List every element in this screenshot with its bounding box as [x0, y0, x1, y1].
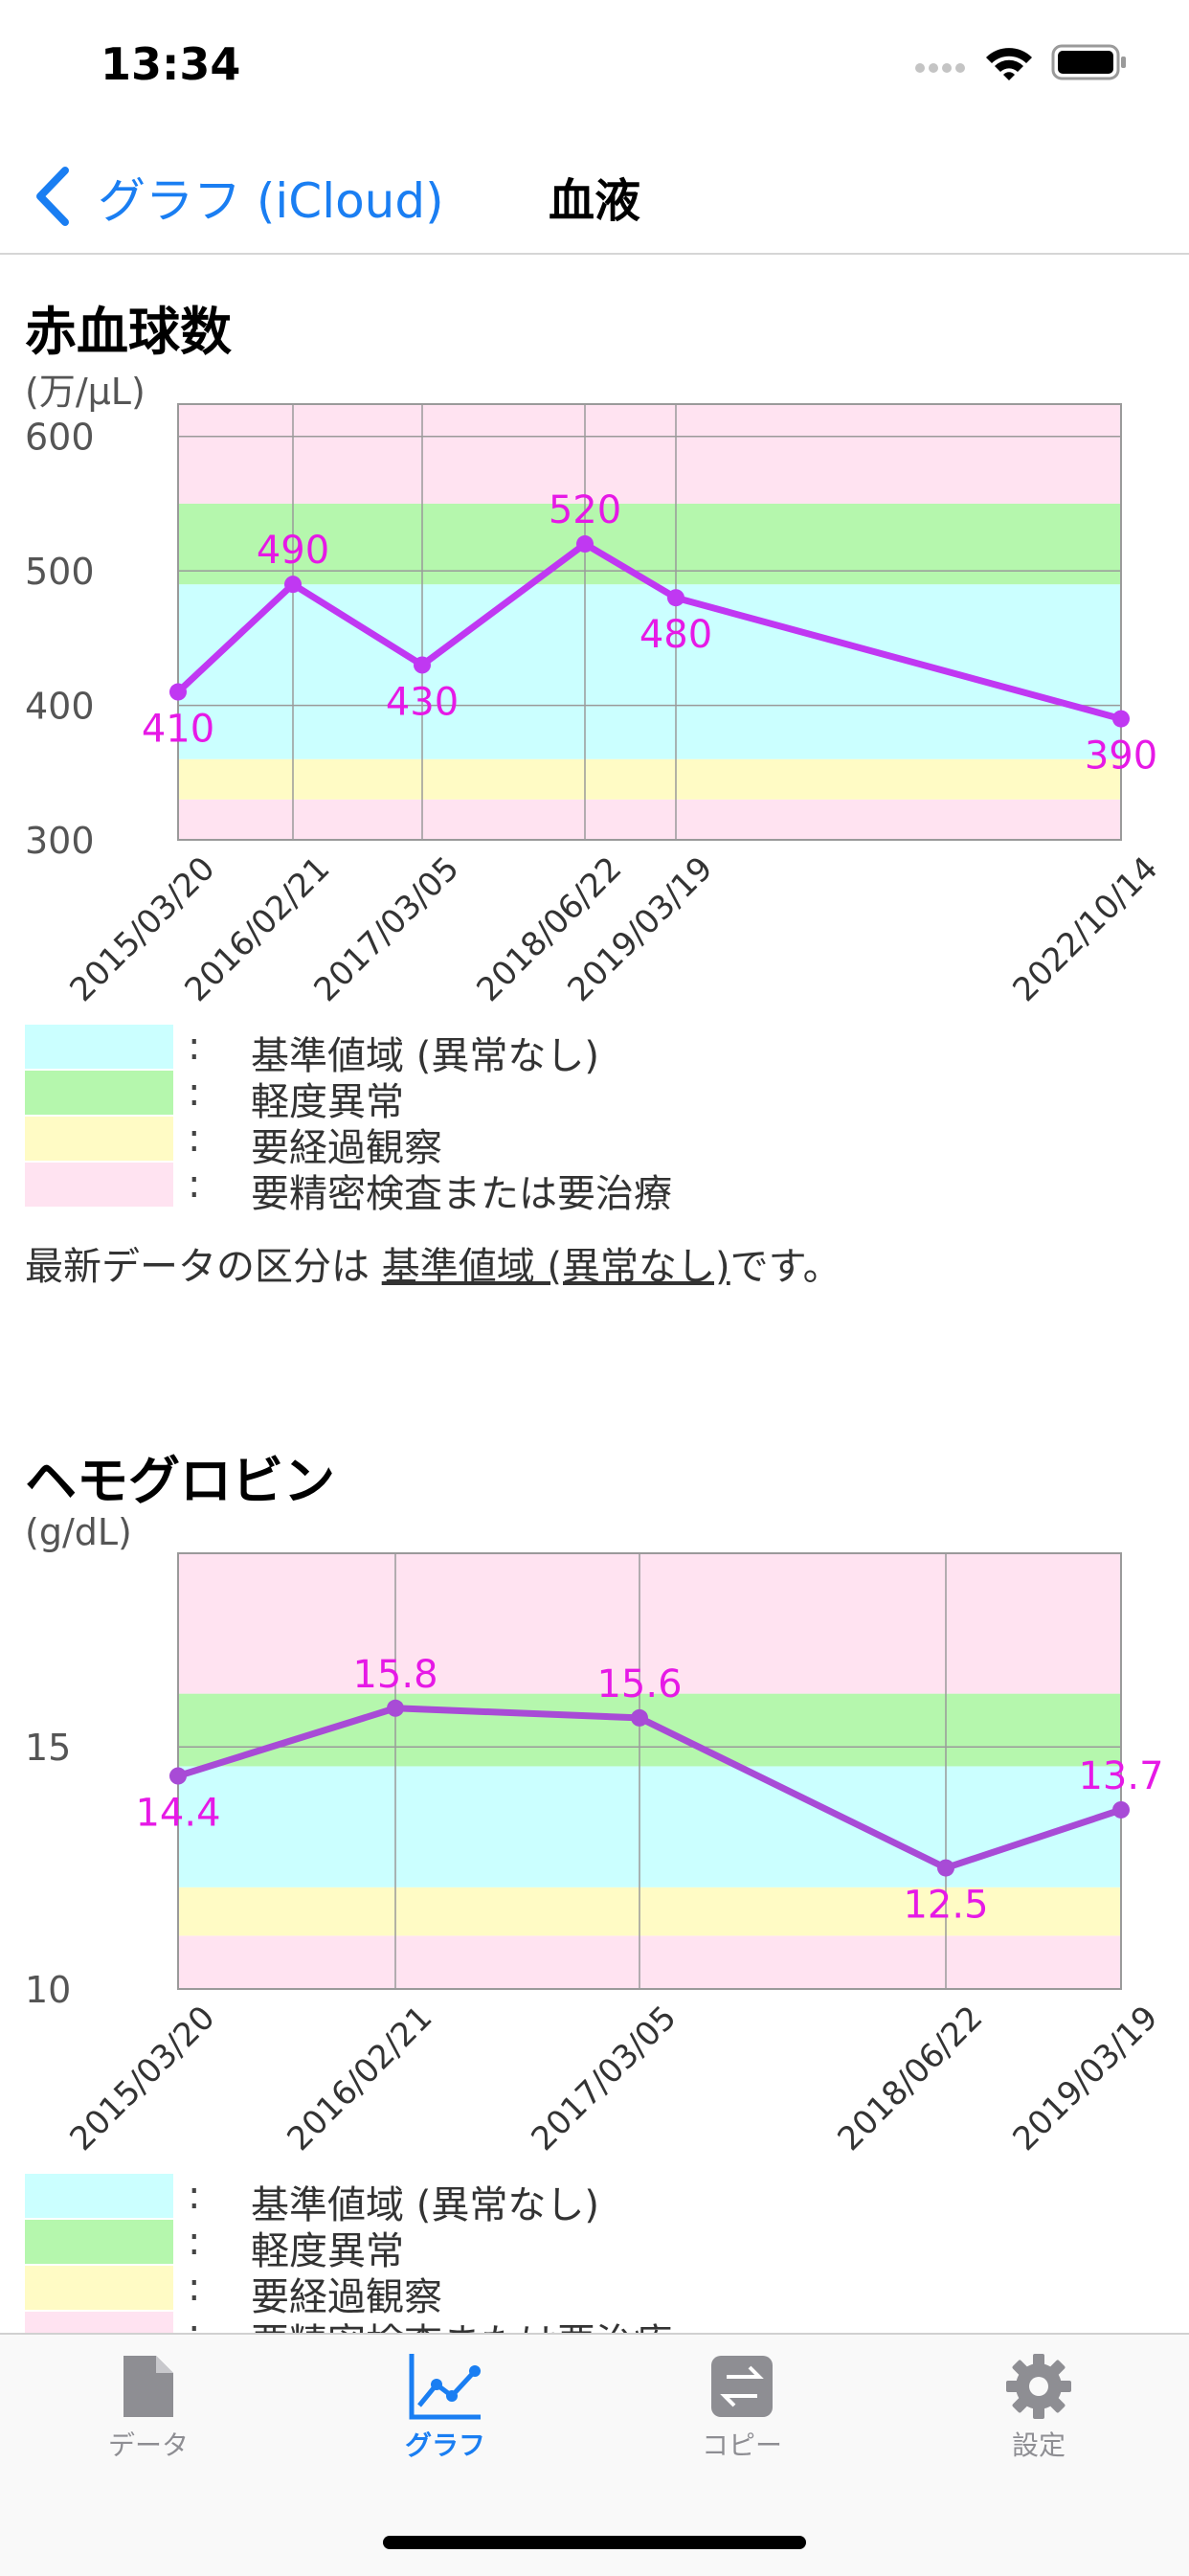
- rbc-y-tick-label: 600: [25, 417, 95, 459]
- rbc-data-label: 520: [549, 488, 621, 532]
- page-title: 血液: [548, 174, 640, 228]
- hb-data-point: [169, 1767, 187, 1785]
- cellular-signal-icon: [915, 63, 965, 73]
- hb-band-observe-1: [178, 1887, 1121, 1936]
- rbc-data-label: 410: [142, 708, 214, 752]
- hb-x-tick-label: 2015/03/20: [63, 1999, 223, 2158]
- legend-swatch-normal: [25, 2174, 173, 2218]
- rbc-data-point: [1112, 710, 1130, 728]
- legend-colon: :: [188, 2220, 201, 2264]
- summary-prefix: 最新データの区分は: [25, 1245, 370, 1289]
- rbc-y-tick-label: 300: [25, 820, 95, 862]
- tab-graph[interactable]: グラフ: [297, 2352, 594, 2463]
- rbc-data-point: [667, 589, 684, 607]
- copy-arrows-icon: [711, 2356, 773, 2417]
- rbc-data-label: 490: [257, 529, 329, 573]
- rbc-data-label: 430: [386, 680, 459, 724]
- hb-data-point: [937, 1859, 954, 1877]
- rbc-chart-title: 赤血球数: [25, 302, 232, 362]
- hb-data-label: 15.6: [596, 1662, 682, 1706]
- hb-data-label: 13.7: [1078, 1754, 1163, 1798]
- legend-swatch-observe: [25, 1117, 173, 1161]
- rbc-band-detailed-4: [178, 404, 1121, 504]
- rbc-y-tick-label: 500: [25, 551, 95, 593]
- summary-suffix: です。: [729, 1245, 841, 1289]
- hb-x-tick-label: 2019/03/19: [1006, 1999, 1166, 2158]
- wifi-icon: [986, 48, 1032, 80]
- rbc-band-normal-2: [178, 584, 1121, 759]
- battery-icon: [1051, 44, 1126, 80]
- hb-unit-label: (g/dL): [25, 1511, 132, 1553]
- legend-swatch-detailed: [25, 1163, 173, 1207]
- legend-colon: :: [188, 1163, 201, 1207]
- hb-data-label: 12.5: [903, 1884, 988, 1928]
- rbc-data-point: [284, 576, 302, 594]
- tab-copy-label: コピー: [701, 2429, 782, 2461]
- legend-swatch-mild: [25, 1071, 173, 1115]
- tab-copy[interactable]: コピー: [594, 2352, 890, 2463]
- hb-data-point: [1112, 1800, 1130, 1819]
- document-icon: [123, 2356, 173, 2417]
- summary-category-link[interactable]: 基準値域 (異常なし): [381, 1245, 730, 1289]
- legend-colon: :: [188, 1117, 201, 1161]
- legend-label-detailed: 要精密検査または要治療: [251, 1172, 672, 1216]
- status-time: 13:34: [101, 38, 241, 90]
- hb-y-tick-label: 15: [25, 1727, 71, 1769]
- legend-label-normal: 基準値域 (異常なし): [251, 2183, 599, 2227]
- hb-data-point: [631, 1708, 648, 1727]
- line-chart-icon: [409, 2354, 481, 2420]
- back-button[interactable]: グラフ (iCloud): [98, 173, 444, 229]
- latest-category-summary: 最新データの区分は 基準値域 (異常なし)です。: [25, 1235, 841, 1291]
- hb-band-normal-2: [178, 1766, 1121, 1887]
- hb-x-tick-label: 2018/06/22: [831, 1999, 991, 2158]
- legend-colon: :: [188, 1071, 201, 1115]
- home-indicator: [383, 2536, 806, 2549]
- hb-line-chart: 10 15 14.4 15.8 15.6 12.5 13.7 2015/03/20 2016/0…: [25, 1552, 1166, 2158]
- legend-colon: :: [188, 2266, 201, 2310]
- rbc-x-tick-label: 2022/10/14: [1006, 849, 1166, 1009]
- legend-colon: :: [188, 2174, 201, 2218]
- legend-label-mild: 軽度異常: [251, 1080, 404, 1124]
- legend-label-observe: 要経過観察: [251, 1126, 442, 1170]
- hb-data-label: 15.8: [352, 1653, 437, 1697]
- tab-settings-label: 設定: [1011, 2429, 1066, 2461]
- rbc-data-point: [576, 535, 594, 554]
- tab-bar: [0, 2333, 1189, 2576]
- hb-data-point: [387, 1699, 404, 1717]
- rbc-unit-label: (万/μL): [25, 371, 146, 413]
- legend-colon: :: [188, 1025, 201, 1069]
- rbc-line-chart: 3004005006004104904305204803902015/03/20…: [25, 403, 1166, 1009]
- hb-chart-title: ヘモグロビン: [25, 1451, 335, 1511]
- legend-swatch-normal: [25, 1025, 173, 1069]
- tab-data-label: データ: [107, 2429, 189, 2461]
- tab-settings[interactable]: 設定: [890, 2352, 1187, 2463]
- hb-band-detailed-0: [178, 1935, 1121, 1989]
- rbc-band-detailed-0: [178, 799, 1121, 840]
- rbc-y-tick-label: 400: [25, 686, 95, 728]
- back-chevron-icon[interactable]: [27, 163, 84, 230]
- legend-label-normal: 基準値域 (異常なし): [251, 1034, 599, 1078]
- hb-data-label: 14.4: [135, 1792, 220, 1836]
- hb-y-tick-label: 10: [25, 1969, 71, 2011]
- rbc-data-label: 390: [1085, 734, 1157, 779]
- rbc-data-label: 480: [639, 613, 712, 657]
- legend-label-mild: 軽度異常: [251, 2229, 404, 2273]
- rbc-data-point: [414, 656, 431, 674]
- rbc-band-observe-1: [178, 758, 1121, 800]
- rbc-plot-frame: [177, 403, 1122, 841]
- legend-swatch-mild: [25, 2220, 173, 2264]
- tab-data[interactable]: データ: [0, 2352, 297, 2463]
- legend-label-observe: 要経過観察: [251, 2275, 442, 2319]
- hb-band-detailed-4: [178, 1553, 1121, 1694]
- legend-swatch-observe: [25, 2266, 173, 2310]
- hb-x-tick-label: 2016/02/21: [280, 1999, 440, 2158]
- gear-icon: [1006, 2354, 1071, 2419]
- rbc-series-line: [175, 540, 1122, 722]
- navigation-bar: [0, 144, 1189, 255]
- tab-graph-label: グラフ: [404, 2429, 485, 2461]
- rbc-data-point: [169, 683, 187, 701]
- hb-x-tick-label: 2017/03/05: [525, 1999, 684, 2158]
